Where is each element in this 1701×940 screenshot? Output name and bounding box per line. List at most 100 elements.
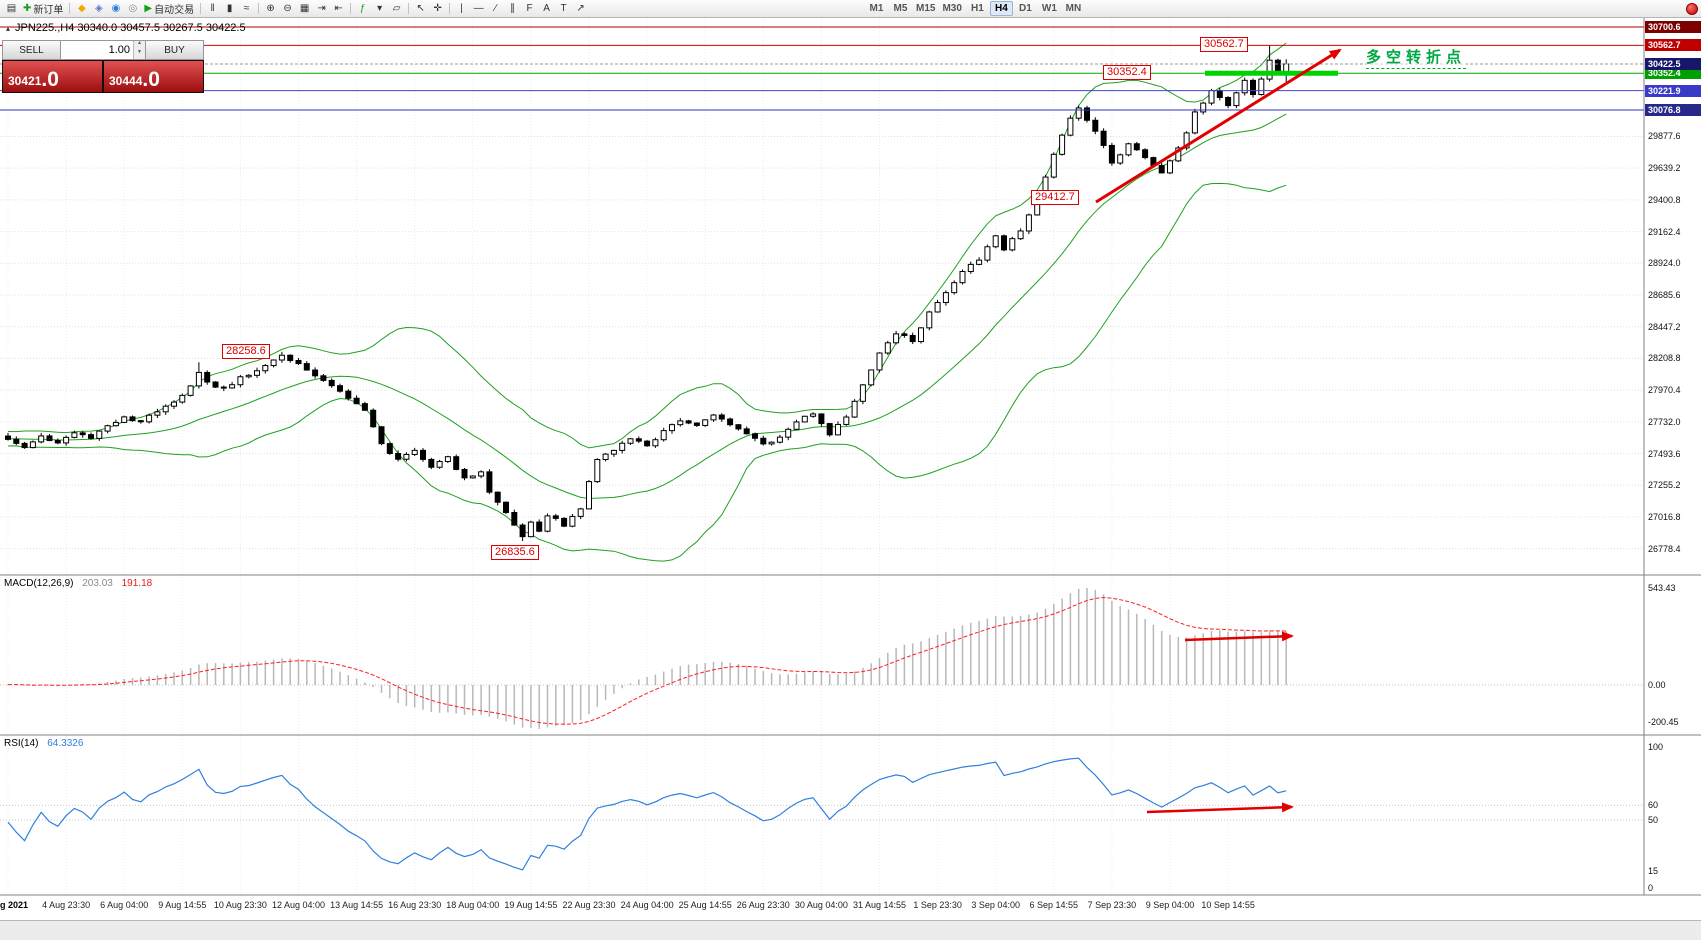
timeframe-w1[interactable]: W1 (1041, 3, 1057, 14)
buy-button[interactable]: BUY (145, 40, 204, 60)
templates-icon[interactable]: ▱ (388, 1, 405, 16)
symbol-ohlc-text: JPN225.,H4 30340.0 30457.5 30267.5 30422… (15, 22, 246, 34)
timeframe-m1[interactable]: M1 (869, 3, 884, 14)
new-order-button[interactable]: ✚ 新订单 (20, 1, 66, 16)
trend-arrow[interactable] (1095, 48, 1342, 204)
line-chart-mode-icon: ≈ (243, 2, 250, 14)
price-callout[interactable]: 28258.6 (222, 343, 270, 359)
price-callout[interactable]: 26835.6 (491, 545, 539, 561)
price-callout[interactable]: 30352.4 (1103, 65, 1151, 81)
volume-field: ▲ ▼ (61, 40, 145, 60)
timeframe-d1[interactable]: D1 (1019, 3, 1032, 14)
zoom-out-icon[interactable]: ⊖ (279, 1, 296, 16)
symbol-ohlc-title: ▴ JPN225.,H4 30340.0 30457.5 30267.5 304… (6, 22, 246, 34)
volume-input[interactable] (61, 41, 133, 59)
chart-shift-icon: ⇤ (334, 2, 343, 14)
new-order-button-label: 新订单 (33, 5, 64, 16)
volume-stepper: ▲ ▼ (133, 41, 145, 59)
zoom-in-icon[interactable]: ⊕ (262, 1, 279, 16)
notification-icon[interactable] (1686, 2, 1698, 15)
auto-scroll-icon[interactable]: ⇥ (313, 1, 330, 16)
candlestick-mode-icon[interactable]: ▮ (221, 1, 238, 16)
fibonacci-icon: F (526, 2, 533, 14)
line-chart-mode-icon[interactable]: ≈ (238, 1, 255, 16)
zoom-out-icon: ⊖ (283, 2, 292, 14)
macd-signal-line (8, 596, 1287, 725)
buy-price-frac: .0 (142, 68, 160, 91)
label-icon[interactable]: T (555, 1, 572, 16)
timeframe-mn[interactable]: MN (1065, 3, 1082, 14)
templates-icon: ▱ (392, 2, 401, 14)
tile-windows-icon: ▦ (299, 2, 310, 14)
price-callout[interactable]: 30562.7 (1200, 37, 1248, 53)
arrows-icon[interactable]: ↗ (572, 1, 589, 16)
toolbar-separator (200, 3, 202, 14)
toolbar-separator (449, 3, 451, 14)
vertical-line-icon: | (460, 2, 463, 14)
timeframe-m5[interactable]: M5 (893, 3, 908, 14)
chart-shift-icon[interactable]: ⇤ (330, 1, 347, 16)
sell-price-main: 30421 (8, 74, 42, 88)
macd-signal-value: 191.18 (121, 578, 153, 589)
label-icon: T (560, 2, 567, 14)
chart-window-icon: ▤ (6, 2, 17, 14)
bull-bear-turning-point-label[interactable]: 多空转折点 (1366, 46, 1467, 69)
timeframe-m15[interactable]: M15 (916, 3, 936, 14)
tile-windows-icon[interactable]: ▦ (296, 1, 313, 16)
macd-title: MACD(12,26,9) (4, 578, 74, 589)
indicators-icon[interactable]: ƒ (354, 1, 371, 16)
collapse-panel-icon[interactable]: ▴ (6, 23, 11, 33)
macd-arrow[interactable] (1184, 631, 1294, 642)
trendline-icon[interactable]: ∕ (487, 1, 504, 16)
price-callout[interactable]: 29412.7 (1031, 190, 1079, 206)
cursor-icon[interactable]: ↖ (412, 1, 429, 16)
trendline-icon: ∕ (494, 2, 497, 14)
market-watch-icon: ◈ (95, 2, 103, 14)
sell-button[interactable]: SELL (2, 40, 61, 60)
macd-histogram (7, 588, 1287, 729)
mql-community-icon: ◆ (78, 2, 86, 14)
toolbar-buttons: ▤ ✚ 新订单 ◆ ◈ ◉ ◎ ▶ 自动交易 ‖ ▮ ≈ ⊕ ⊖ ▦ ⇥ ⇤ ƒ ▾ ▱ ↖ ✛ | — ∕ ∥ F A T ↗ (3, 0, 865, 17)
toolbar: ▤ ✚ 新订单 ◆ ◈ ◉ ◎ ▶ 自动交易 ‖ ▮ ≈ ⊕ ⊖ ▦ ⇥ ⇤ ƒ ▾ ▱ ↖ ✛ | — ∕ ∥ F A T ↗ M1 M5… (0, 0, 1701, 18)
bar-chart-mode-icon[interactable]: ‖ (204, 1, 221, 16)
vertical-line-icon[interactable]: | (453, 1, 470, 16)
crosshair-icon[interactable]: ✛ (429, 1, 446, 16)
cursor-icon: ↖ (416, 2, 425, 14)
rsi-header: RSI(14) 64.3326 (4, 738, 83, 749)
rsi-arrow[interactable] (1146, 802, 1294, 814)
timeframe-m30[interactable]: M30 (942, 3, 962, 14)
volume-up-icon[interactable]: ▲ (134, 41, 145, 50)
autotrade-button[interactable]: ▶ 自动交易 (141, 1, 197, 16)
toolbar-separator (408, 3, 410, 14)
sell-price-frac: .0 (41, 68, 59, 91)
toolbar-separator (69, 3, 71, 14)
buy-price-display[interactable]: 30444 .0 (104, 61, 203, 92)
timeframe-h1[interactable]: H1 (971, 3, 984, 14)
sell-price-display[interactable]: 30421 .0 (3, 61, 102, 92)
market-watch-icon[interactable]: ◈ (90, 1, 107, 16)
candlestick-series (5, 45, 1290, 542)
data-window-icon[interactable]: ◉ (107, 1, 124, 16)
fibonacci-icon[interactable]: F (521, 1, 538, 16)
volume-down-icon[interactable]: ▼ (134, 50, 145, 59)
autotrade-button: ▶ (144, 2, 153, 14)
channel-icon[interactable]: ∥ (504, 1, 521, 16)
text-icon[interactable]: A (538, 1, 555, 16)
rsi-title: RSI(14) (4, 738, 39, 749)
periods-dropdown-icon[interactable]: ▾ (371, 1, 388, 16)
timeframe-h4[interactable]: H4 (989, 1, 1013, 16)
crosshair-icon: ✛ (433, 2, 442, 14)
toolbar-separator (258, 3, 260, 14)
bar-chart-mode-icon: ‖ (210, 2, 215, 14)
periods-dropdown-icon: ▾ (377, 2, 383, 14)
zoom-in-icon: ⊕ (266, 2, 275, 14)
indicators-icon: ƒ (359, 2, 366, 14)
autotrade-button-label: 自动交易 (154, 5, 195, 16)
macd-header: MACD(12,26,9) 203.03 191.18 (4, 578, 152, 589)
horizontal-line-icon[interactable]: — (470, 1, 487, 16)
status-strip (0, 920, 1701, 940)
mql-community-icon[interactable]: ◆ (73, 1, 90, 16)
navigator-icon[interactable]: ◎ (124, 1, 141, 16)
chart-window-icon[interactable]: ▤ (3, 1, 20, 16)
